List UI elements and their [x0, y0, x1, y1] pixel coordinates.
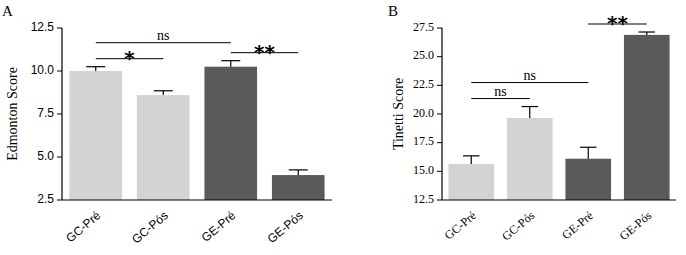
y-tick: [57, 71, 62, 72]
y-tick-label: 12.5: [413, 192, 434, 206]
y-tick: [57, 157, 62, 158]
x-tick-label: GE-Pós: [617, 208, 655, 243]
error-stem: [529, 107, 530, 118]
comparison-label: ns: [494, 84, 506, 99]
y-tick-label: 22.5: [413, 77, 434, 91]
y-tick: [437, 114, 442, 115]
error-stem: [298, 170, 299, 175]
error-cap: [522, 106, 538, 107]
error-cap: [463, 155, 479, 156]
y-tick-label: 10.0: [31, 63, 55, 77]
x-tick-label: GC-Pós: [129, 208, 171, 246]
error-bar: [154, 91, 173, 95]
x-tick-label: GC-Pós: [499, 208, 537, 243]
error-bar: [86, 67, 105, 71]
bar: [507, 118, 553, 200]
panel-title: B: [388, 3, 398, 19]
error-cap: [639, 31, 655, 32]
marks: [69, 61, 324, 200]
y-axis-label: Tinetti Score: [391, 78, 406, 150]
error-stem: [230, 61, 231, 67]
y-axis: [61, 28, 62, 200]
x-tick-label: GC-Pré: [442, 208, 479, 242]
panel: B Tinetti Score 12.5 15.0 17.5 20.0 22.5 25.0 27…: [388, 3, 676, 243]
y-tick-label: 27.5: [413, 20, 434, 34]
error-cap: [154, 90, 173, 91]
y-tick: [437, 85, 442, 86]
x-tick-label: GC-Pré: [63, 208, 103, 245]
error-stem: [588, 147, 589, 158]
bar: [272, 175, 325, 200]
error-bar: [639, 32, 655, 35]
y-tick: [57, 114, 62, 115]
y-tick-label: 25.0: [413, 48, 434, 62]
panel: A Edmonton Score 2.5 5.0 7.5 10.0 12.5 GC-Pré GC…: [2, 3, 332, 246]
comparison-label: **: [607, 11, 628, 35]
error-cap: [289, 169, 308, 170]
y-tick-label: 7.5: [37, 106, 54, 120]
x-axis: [62, 199, 332, 200]
x-tick-label: GE-Pré: [199, 208, 239, 245]
error-cap: [86, 66, 105, 67]
y-tick-label: 15.0: [413, 163, 434, 177]
y-tick: [437, 200, 442, 201]
y-tick: [57, 200, 62, 201]
marks: [448, 32, 669, 200]
bar: [69, 71, 122, 200]
error-bar: [580, 147, 596, 158]
error-stem: [163, 91, 164, 95]
error-bar: [463, 156, 479, 164]
y-tick: [437, 171, 442, 172]
y-tick: [437, 56, 442, 57]
error-stem: [471, 156, 472, 164]
error-stem: [95, 67, 96, 71]
error-cap: [580, 147, 596, 148]
y-tick-label: 12.5: [31, 20, 55, 34]
y-tick: [57, 28, 62, 29]
comparison-label: **: [254, 40, 275, 64]
y-tick-label: 20.0: [413, 106, 434, 120]
x-tick-label: GE-Pré: [559, 208, 596, 242]
bar: [204, 67, 257, 200]
bar: [565, 159, 611, 200]
figure: A Edmonton Score 2.5 5.0 7.5 10.0 12.5 GC-Pré GC…: [0, 0, 686, 255]
y-axis-label: Edmonton Score: [5, 67, 20, 161]
y-tick: [437, 142, 442, 143]
y-tick-label: 5.0: [37, 149, 54, 163]
bar: [624, 35, 670, 200]
comparison-label: *: [124, 46, 135, 70]
comparison-label: ns: [524, 68, 536, 83]
x-tick-label: GE-Pós: [265, 208, 306, 246]
y-tick: [437, 28, 442, 29]
bar: [448, 164, 494, 200]
y-tick-label: 2.5: [37, 192, 54, 206]
error-cap: [221, 60, 240, 61]
error-bar: [522, 107, 538, 118]
x-axis: [442, 199, 676, 200]
error-bar: [289, 170, 308, 175]
y-tick-label: 17.5: [413, 134, 434, 148]
error-bar: [221, 61, 240, 67]
y-axis: [441, 28, 442, 200]
panel-title: A: [2, 3, 13, 19]
comparison-label: ns: [157, 28, 169, 43]
bar: [137, 95, 190, 200]
